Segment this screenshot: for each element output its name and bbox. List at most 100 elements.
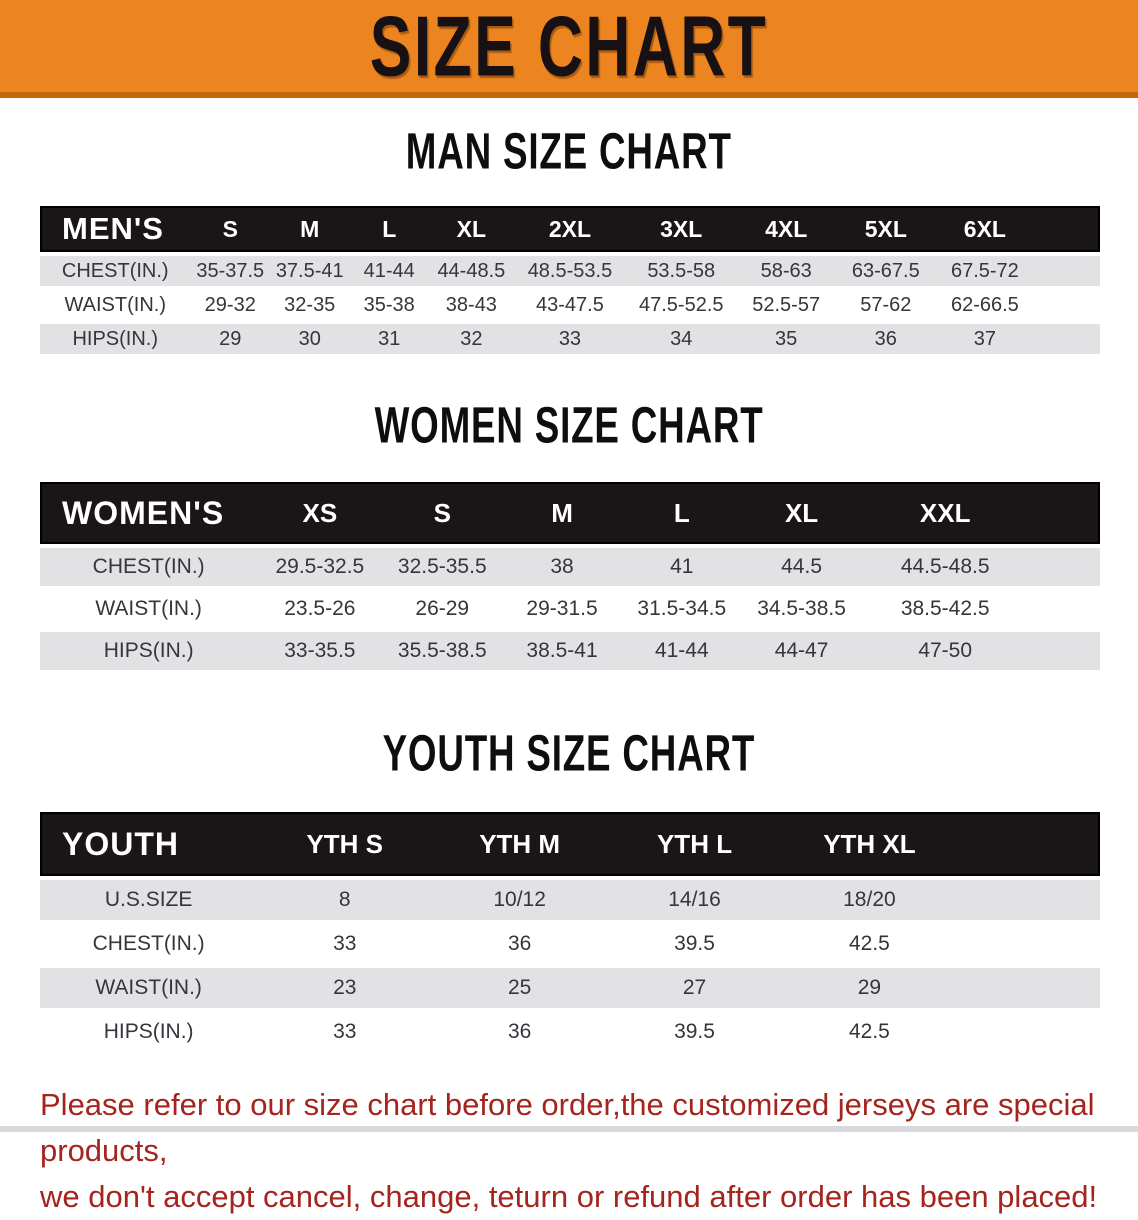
spacer-cell xyxy=(956,812,1100,876)
spacer-cell xyxy=(957,924,1100,964)
cell: 32 xyxy=(428,324,514,354)
youth-waist-row: WAIST(IN.) 23 25 27 29 xyxy=(40,968,1100,1008)
cell: 38 xyxy=(502,548,622,586)
cell: 36 xyxy=(507,1020,532,1043)
cell: 38.5-41 xyxy=(502,632,622,670)
cell: 36 xyxy=(835,324,936,354)
cell: 33-35.5 xyxy=(257,632,383,670)
row-label: WAIST(IN.) xyxy=(95,597,202,620)
cell: 25 xyxy=(432,968,608,1008)
cell: 18/20 xyxy=(781,880,957,920)
cell: 35-37.5 xyxy=(190,256,270,286)
spacer-cell xyxy=(1028,548,1100,586)
cell: 39.5 xyxy=(674,1020,715,1043)
men-size-col: 5XL xyxy=(835,206,936,252)
cell: 29 xyxy=(190,324,270,354)
women-size-col: XS xyxy=(257,482,383,544)
cell: 35.5-38.5 xyxy=(382,632,503,670)
cell: 44.5-48.5 xyxy=(861,548,1029,586)
spacer-cell xyxy=(956,880,1100,920)
row-label: WAIST(IN.) xyxy=(64,293,166,316)
cell: 44-47 xyxy=(741,632,862,670)
cell: 29-31.5 xyxy=(526,597,598,620)
cell: 62-66.5 xyxy=(950,293,1019,316)
cell: 39.5 xyxy=(674,932,715,955)
men-group-label: MEN'S xyxy=(40,206,191,252)
cell: 41 xyxy=(621,548,742,586)
women-heading-text: WOMEN SIZE CHART xyxy=(374,396,764,454)
cell: 29 xyxy=(781,968,957,1008)
spacer-cell xyxy=(1034,206,1100,252)
row-label: CHEST(IN.) xyxy=(40,548,258,586)
cell: 63-67.5 xyxy=(835,256,936,286)
cell: 57-62 xyxy=(860,293,912,316)
youth-size-col: YTH L xyxy=(607,812,782,876)
youth-header-row: YOUTH YTH S YTH M YTH L YTH XL xyxy=(40,812,1100,876)
men-heading-text: MAN SIZE CHART xyxy=(405,122,733,180)
men-size-col: XL xyxy=(428,206,514,252)
row-label: HIPS(IN.) xyxy=(40,632,258,670)
youth-section-heading: YOUTH SIZE CHART xyxy=(0,674,1138,808)
women-group-label: WOMEN'S xyxy=(40,482,258,544)
cell: 37 xyxy=(935,324,1035,354)
cell: 34 xyxy=(626,324,737,354)
cell: 47.5-52.5 xyxy=(638,293,724,316)
spacer-cell xyxy=(1028,482,1100,544)
men-chest-row: CHEST(IN.) 35-37.5 37.5-41 41-44 44-48.5… xyxy=(40,256,1100,286)
row-label: CHEST(IN.) xyxy=(40,256,191,286)
men-waist-row: WAIST(IN.) 29-32 32-35 35-38 38-43 43-47… xyxy=(40,290,1100,320)
men-size-col: 2XL xyxy=(513,206,627,252)
cell: 36 xyxy=(507,932,532,955)
cell: 27 xyxy=(607,968,782,1008)
cell: 37.5-41 xyxy=(270,256,350,286)
women-chest-row: CHEST(IN.) 29.5-32.5 32.5-35.5 38 41 44.… xyxy=(40,548,1100,586)
cell: 10/12 xyxy=(432,880,608,920)
women-size-col: L xyxy=(621,482,742,544)
spacer-cell xyxy=(956,968,1100,1008)
men-section-heading: MAN SIZE CHART xyxy=(0,98,1138,202)
youth-group-label: YOUTH xyxy=(40,812,258,876)
cell: 42.5 xyxy=(848,932,890,955)
cell: 33 xyxy=(513,324,627,354)
youth-heading-text: YOUTH SIZE CHART xyxy=(382,724,756,782)
row-label: U.S.SIZE xyxy=(40,880,258,920)
women-size-col: M xyxy=(502,482,622,544)
spacer-cell xyxy=(1028,632,1100,670)
men-header-row: MEN'S S M L XL 2XL 3XL 4XL 5XL 6XL xyxy=(40,206,1100,252)
cell: 47-50 xyxy=(861,632,1029,670)
women-size-table: WOMEN'S XS S M L XL XXL CHEST(IN.) 29.5-… xyxy=(40,478,1100,674)
cell: 23.5-26 xyxy=(284,597,356,620)
women-size-col: S xyxy=(382,482,503,544)
spacer-cell xyxy=(957,1012,1100,1052)
men-size-col: 3XL xyxy=(626,206,737,252)
row-label: CHEST(IN.) xyxy=(92,932,205,955)
cell: 14/16 xyxy=(607,880,782,920)
disclaimer: Please refer to our size chart before or… xyxy=(40,1082,1138,1220)
cell: 44.5 xyxy=(741,548,862,586)
cell: 32-35 xyxy=(284,293,336,316)
youth-hips-row: HIPS(IN.) 33 36 39.5 42.5 xyxy=(40,1012,1100,1052)
women-hips-row: HIPS(IN.) 33-35.5 35.5-38.5 38.5-41 41-4… xyxy=(40,632,1100,670)
cell: 42.5 xyxy=(848,1020,890,1043)
youth-size-col: YTH S xyxy=(257,812,433,876)
men-size-col: 4XL xyxy=(736,206,836,252)
cell: 30 xyxy=(270,324,350,354)
cell: 58-63 xyxy=(736,256,836,286)
men-size-col: M xyxy=(270,206,350,252)
cell: 38.5-42.5 xyxy=(900,597,990,620)
women-size-col: XL xyxy=(741,482,862,544)
cell: 44-48.5 xyxy=(428,256,514,286)
cell: 38-43 xyxy=(445,293,497,316)
cell: 26-29 xyxy=(415,597,470,620)
cell: 52.5-57 xyxy=(752,293,821,316)
cell: 23 xyxy=(257,968,433,1008)
cell: 41-44 xyxy=(349,256,429,286)
cell: 34.5-38.5 xyxy=(757,597,846,620)
men-size-col: 6XL xyxy=(935,206,1035,252)
disclaimer-line-2: we don't accept cancel, change, teturn o… xyxy=(40,1179,1098,1214)
women-header-row: WOMEN'S XS S M L XL XXL xyxy=(40,482,1100,544)
spacer-cell xyxy=(1034,324,1100,354)
cell: 33 xyxy=(333,932,357,955)
cell: 31.5-34.5 xyxy=(637,597,727,620)
cell: 29-32 xyxy=(204,293,256,316)
